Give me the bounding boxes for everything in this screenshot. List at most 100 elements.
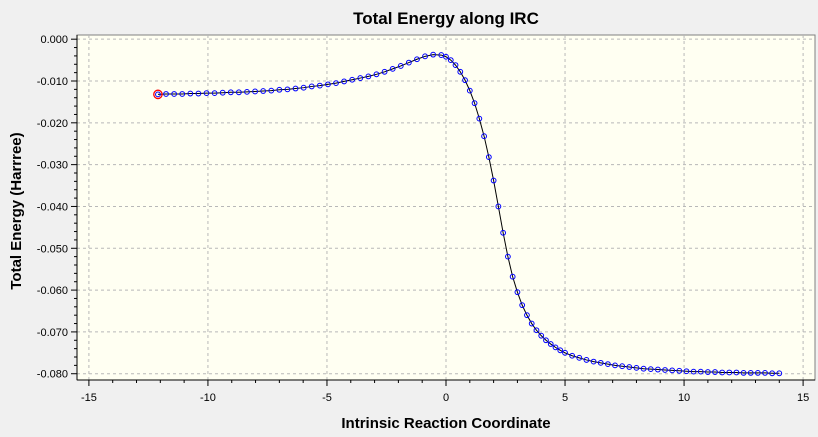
x-axis-title: Intrinsic Reaction Coordinate <box>341 415 550 432</box>
x-tick-label: -5 <box>322 392 332 404</box>
data-point <box>195 90 202 97</box>
data-point <box>557 347 564 354</box>
data-point <box>583 357 590 363</box>
data-point <box>754 369 761 376</box>
y-axis-title: Total Energy (Harrree) <box>8 132 25 289</box>
data-point <box>543 337 549 344</box>
y-tick-label: -0.070 <box>37 327 68 339</box>
data-point <box>740 369 747 376</box>
data-point <box>504 253 511 260</box>
data-point <box>447 57 454 63</box>
data-point <box>485 154 492 161</box>
data-point <box>538 332 545 339</box>
y-tick-label: 0.000 <box>40 34 68 46</box>
data-point <box>187 90 194 97</box>
data-point <box>349 76 356 83</box>
y-tick-label: -0.030 <box>37 160 68 172</box>
highlighted-point <box>153 89 163 100</box>
y-tick-label: -0.050 <box>37 243 68 255</box>
data-point <box>466 87 473 94</box>
data-point <box>626 364 633 370</box>
plot-area <box>76 34 816 381</box>
data-point <box>276 86 283 93</box>
data-point <box>430 51 437 58</box>
data-point <box>733 369 740 376</box>
data-point <box>171 91 178 97</box>
data-point <box>235 89 242 96</box>
x-tick-label: 10 <box>678 392 690 404</box>
data-point <box>633 364 640 371</box>
x-tick-label: -15 <box>81 392 97 404</box>
data-point <box>569 352 576 359</box>
data-point <box>547 341 554 347</box>
data-point <box>476 115 483 122</box>
data-point <box>422 53 428 60</box>
data-point <box>284 86 291 93</box>
y-tick-label: -0.020 <box>37 118 68 130</box>
data-point <box>719 369 726 376</box>
data-point <box>590 358 597 365</box>
y-tick-label: -0.010 <box>37 76 68 88</box>
data-point <box>219 89 226 96</box>
data-point <box>662 367 668 373</box>
data-point <box>726 369 733 376</box>
data-point <box>316 82 323 89</box>
data-point <box>211 90 218 97</box>
data-point <box>397 63 404 69</box>
data-point <box>619 363 626 370</box>
data-point <box>712 369 718 375</box>
data-point <box>683 368 690 375</box>
data-point <box>647 366 654 373</box>
y-tick-label: -0.040 <box>37 201 68 213</box>
data-point <box>389 65 396 72</box>
data-point <box>597 359 604 366</box>
data-point <box>260 88 267 94</box>
data-point <box>562 349 568 356</box>
data-point <box>462 77 468 84</box>
data-point <box>769 370 776 377</box>
data-point <box>528 320 535 327</box>
data-point <box>333 80 339 86</box>
data-point <box>519 302 526 309</box>
data-point <box>373 71 380 78</box>
data-point <box>357 75 364 81</box>
data-point <box>227 89 234 96</box>
y-tick-label: -0.080 <box>37 369 68 381</box>
data-point <box>524 312 530 319</box>
data-point <box>704 369 711 375</box>
data-point <box>268 87 275 94</box>
data-point <box>612 362 618 369</box>
data-point <box>762 369 768 376</box>
data-layer <box>153 51 783 377</box>
data-point <box>576 354 583 361</box>
data-point <box>697 368 704 375</box>
grid-lines <box>77 35 815 380</box>
data-point <box>325 81 331 88</box>
data-point <box>552 344 559 351</box>
data-point <box>179 91 186 97</box>
x-tick-label: 15 <box>797 392 809 404</box>
data-point <box>381 68 388 75</box>
data-point <box>471 100 478 107</box>
data-point <box>676 367 683 374</box>
data-point <box>481 133 487 140</box>
data-point <box>690 368 697 375</box>
data-point <box>443 53 449 60</box>
data-point <box>300 84 307 91</box>
data-point <box>669 367 676 374</box>
chart-title: Total Energy along IRC <box>353 9 539 28</box>
x-tick-label: -10 <box>200 392 216 404</box>
data-point <box>203 90 210 97</box>
axes <box>71 35 815 386</box>
data-point <box>341 78 348 85</box>
data-point <box>495 203 502 210</box>
data-point <box>533 327 540 334</box>
data-point <box>365 73 372 80</box>
data-point <box>414 56 420 63</box>
tick-labels: -15 -10 -5 0 5 10 15 0.000 -0.010 -0.020 -0.030 -0.… <box>37 34 809 404</box>
data-point <box>747 369 754 376</box>
data-point <box>405 59 412 66</box>
data-point <box>776 370 783 377</box>
